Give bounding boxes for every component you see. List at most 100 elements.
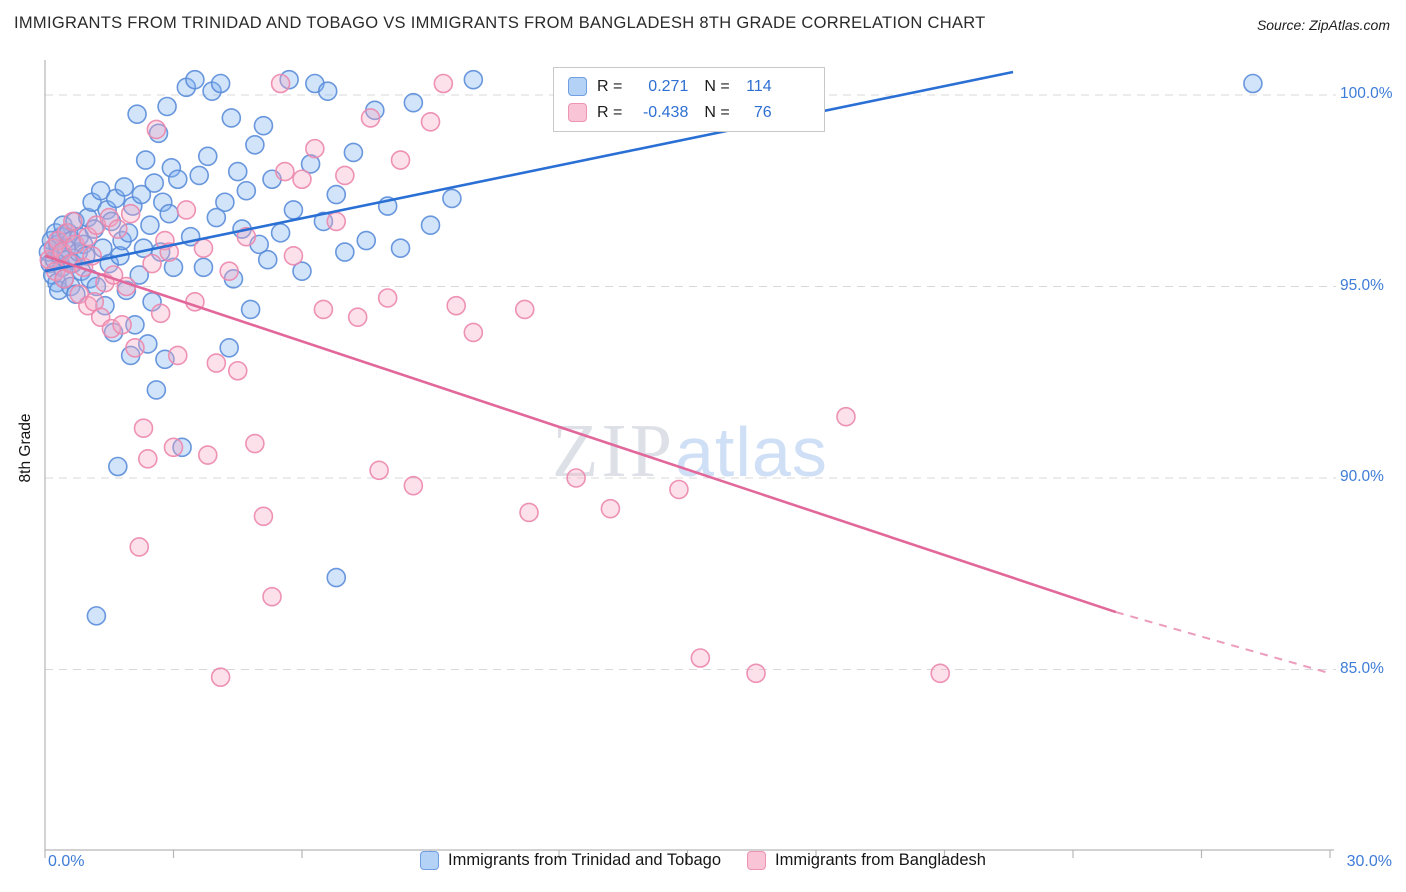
scatter-point-bangladesh: [262, 586, 282, 607]
scatter-point-trinidad: [135, 150, 156, 170]
scatter-point-trinidad: [129, 265, 150, 285]
scatter-point-trinidad: [152, 192, 173, 213]
scatter-point-bangladesh: [275, 161, 295, 182]
y-axis-tick-label: 90.0%: [1340, 468, 1384, 485]
scatter-point-trinidad: [227, 161, 248, 182]
scatter-point-bangladesh: [566, 468, 586, 488]
y-axis-tick-label: 100.0%: [1340, 85, 1393, 102]
scatter-point-trinidad: [1243, 73, 1263, 94]
bottom-legend-label-trinidad: Immigrants from Trinidad and Tobago: [448, 851, 722, 869]
page-title: IMMIGRANTS FROM TRINIDAD AND TOBAGO VS I…: [14, 14, 986, 32]
scatter-point-bangladesh: [326, 211, 347, 232]
scatter-point-trinidad: [335, 242, 355, 262]
scatter-point-bangladesh: [253, 506, 274, 527]
scatter-point-bangladesh: [176, 200, 197, 220]
scatter-point-trinidad: [144, 173, 165, 193]
scatter-point-trinidad: [283, 200, 304, 220]
r-value-trinidad: 0.271: [648, 77, 689, 95]
scatter-point-trinidad: [163, 257, 184, 278]
scatter-point-bangladesh: [446, 295, 467, 316]
x-axis-max-label: 30.0%: [1346, 853, 1392, 870]
scatter-point-bangladesh: [690, 648, 711, 668]
scatter-point-bangladesh: [142, 253, 162, 274]
scatter-point-trinidad: [257, 249, 278, 270]
scatter-point-trinidad: [442, 188, 462, 209]
scatter-point-bangladesh: [108, 219, 128, 239]
scatter-point-trinidad: [245, 134, 265, 155]
scatter-point-bangladesh: [146, 119, 167, 140]
source-note: Source: ZipAtlas.com: [1256, 17, 1390, 33]
scatter-point-bangladesh: [347, 307, 368, 327]
scatter-point-trinidad: [118, 223, 139, 243]
scatter-point-trinidad: [127, 104, 147, 124]
r-label: R =: [597, 77, 623, 95]
scatter-point-trinidad: [146, 380, 167, 400]
scatter-point-bangladesh: [210, 667, 231, 687]
scatter-point-bangladesh: [63, 211, 83, 232]
scatter-point-trinidad: [131, 184, 152, 205]
scatter-point-bangladesh: [197, 445, 218, 465]
scatter-point-trinidad: [219, 337, 239, 358]
scatter-point-bangladesh: [120, 203, 141, 224]
scatter-point-bangladesh: [433, 73, 454, 94]
scatter-point-bangladesh: [335, 165, 355, 186]
scatter-point-bangladesh: [112, 314, 132, 335]
scatter-point-trinidad: [356, 230, 377, 251]
trinidad-swatch-icon: [420, 851, 440, 870]
scatter-point-trinidad: [240, 299, 261, 320]
scatter-point-bangladesh: [101, 318, 122, 339]
r-label: R =: [597, 103, 623, 121]
scatter-point-trinidad: [317, 81, 338, 101]
scatter-point-trinidad: [108, 456, 128, 477]
scatter-point-bangladesh: [305, 138, 325, 159]
scatter-point-bangladesh: [167, 345, 188, 366]
scatter-point-bangladesh: [369, 460, 389, 481]
scatter-point-trinidad: [206, 207, 227, 228]
scatter-point-bangladesh: [836, 406, 856, 427]
bottom-legend: Immigrants from Trinidad and Tobago Immi…: [0, 851, 1406, 870]
scatter-point-trinidad: [420, 215, 441, 236]
scatter-point-bangladesh: [519, 502, 539, 523]
scatter-point-bangladesh: [514, 299, 535, 320]
scatter-point-bangladesh: [930, 663, 951, 684]
scatter-point-bangladesh: [669, 479, 689, 500]
bangladesh-swatch-icon: [747, 851, 767, 870]
legend-row-bangladesh: R = -0.438 N = 76: [568, 103, 810, 122]
scatter-point-trinidad: [300, 154, 321, 174]
scatter-point-trinidad: [197, 146, 218, 167]
scatter-point-bangladesh: [463, 322, 484, 343]
scatter-point-bangladesh: [138, 449, 158, 469]
scatter-point-trinidad: [221, 108, 242, 128]
scatter-point-bangladesh: [377, 288, 398, 308]
trend-line-bangladesh: [44, 254, 1117, 614]
n-label: N =: [704, 77, 730, 95]
n-value-trinidad: 114: [746, 77, 772, 95]
scatter-point-trinidad: [167, 169, 188, 190]
scatter-point-trinidad: [253, 115, 274, 136]
bottom-legend-label-bangladesh: Immigrants from Bangladesh: [775, 851, 986, 869]
scatter-point-bangladesh: [283, 246, 304, 266]
bottom-legend-item-bangladesh: Immigrants from Bangladesh: [747, 851, 986, 870]
y-axis-tick-label: 85.0%: [1340, 660, 1384, 677]
scatter-point-trinidad: [86, 606, 107, 626]
r-value-bangladesh: -0.438: [642, 103, 689, 121]
scatter-point-bangladesh: [193, 238, 214, 258]
scatter-point-trinidad: [215, 192, 235, 213]
scatter-point-trinidad: [159, 203, 180, 224]
scatter-point-bangladesh: [270, 73, 291, 94]
scatter-point-trinidad: [114, 177, 135, 197]
scatter-point-trinidad: [326, 184, 347, 205]
trend-line-trinidad: [44, 70, 1014, 273]
scatter-point-bangladesh: [236, 226, 257, 247]
scatter-point-trinidad: [390, 238, 411, 258]
scatter-point-trinidad: [236, 180, 257, 201]
scatter-point-trinidad: [326, 567, 347, 588]
scatter-point-trinidad: [403, 92, 424, 113]
trend-line-extension-bangladesh: [1115, 611, 1331, 675]
scatter-point-bangladesh: [150, 303, 171, 324]
scatter-point-bangladesh: [360, 108, 381, 128]
scatter-point-trinidad: [189, 165, 209, 186]
scatter-point-trinidad: [95, 295, 115, 316]
